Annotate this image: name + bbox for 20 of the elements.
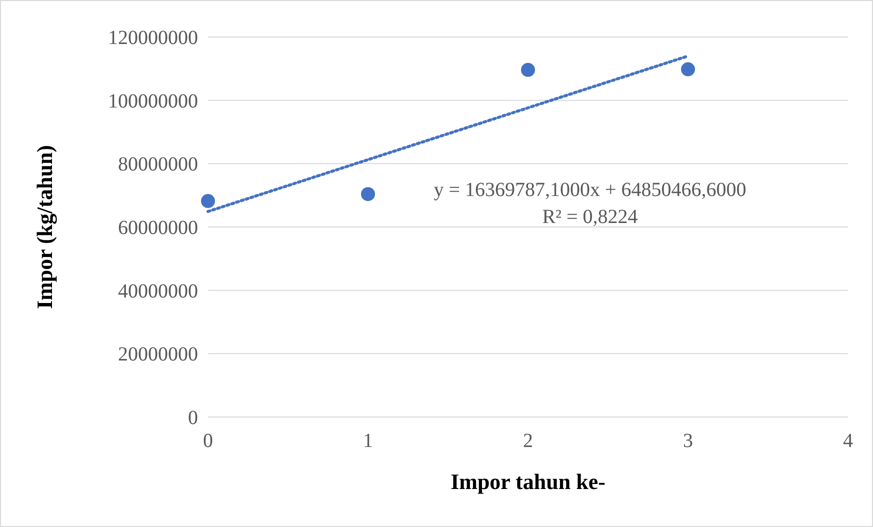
x-tick-label: 3 xyxy=(683,430,693,452)
y-tick-label: 80000000 xyxy=(118,154,198,176)
point xyxy=(681,62,695,76)
y-tick-label: 60000000 xyxy=(118,217,198,239)
point xyxy=(201,194,215,208)
point xyxy=(361,187,375,202)
y-tick-label: 120000000 xyxy=(108,27,198,49)
annotation: R² = 0,8224 xyxy=(542,206,638,228)
x-tick-label: 0 xyxy=(203,430,213,452)
annotation: y = 16369787,1000x + 64850466,6000 xyxy=(434,179,746,201)
point xyxy=(521,62,535,77)
y-axis-title: Impor (kg/tahun) xyxy=(32,144,57,310)
y-tick-label: 0 xyxy=(188,407,198,429)
x-tick-label: 1 xyxy=(363,430,373,452)
y-tick-label: 20000000 xyxy=(118,344,198,366)
x-axis-title: Impor tahun ke- xyxy=(450,469,606,494)
y-tick-label: 100000000 xyxy=(108,90,198,112)
x-tick-label: 4 xyxy=(843,430,853,452)
y-tick-label: 40000000 xyxy=(118,280,198,302)
x-tick-label: 2 xyxy=(523,430,533,452)
